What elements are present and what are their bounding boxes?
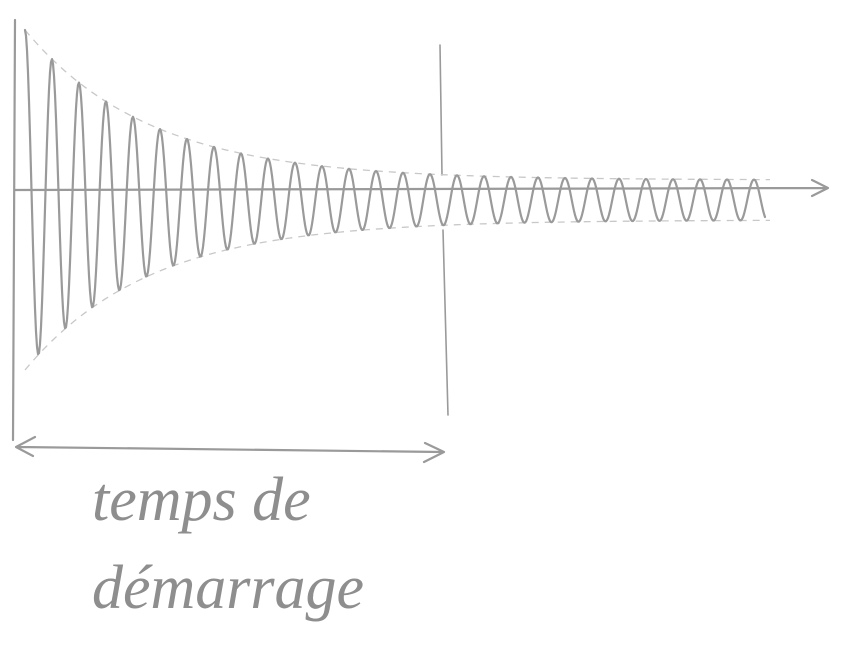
annotation-line: démarrage bbox=[92, 554, 364, 622]
paper bbox=[0, 0, 849, 649]
annotation-line: temps de bbox=[92, 466, 311, 534]
sketch: temps de démarrage bbox=[0, 0, 849, 649]
